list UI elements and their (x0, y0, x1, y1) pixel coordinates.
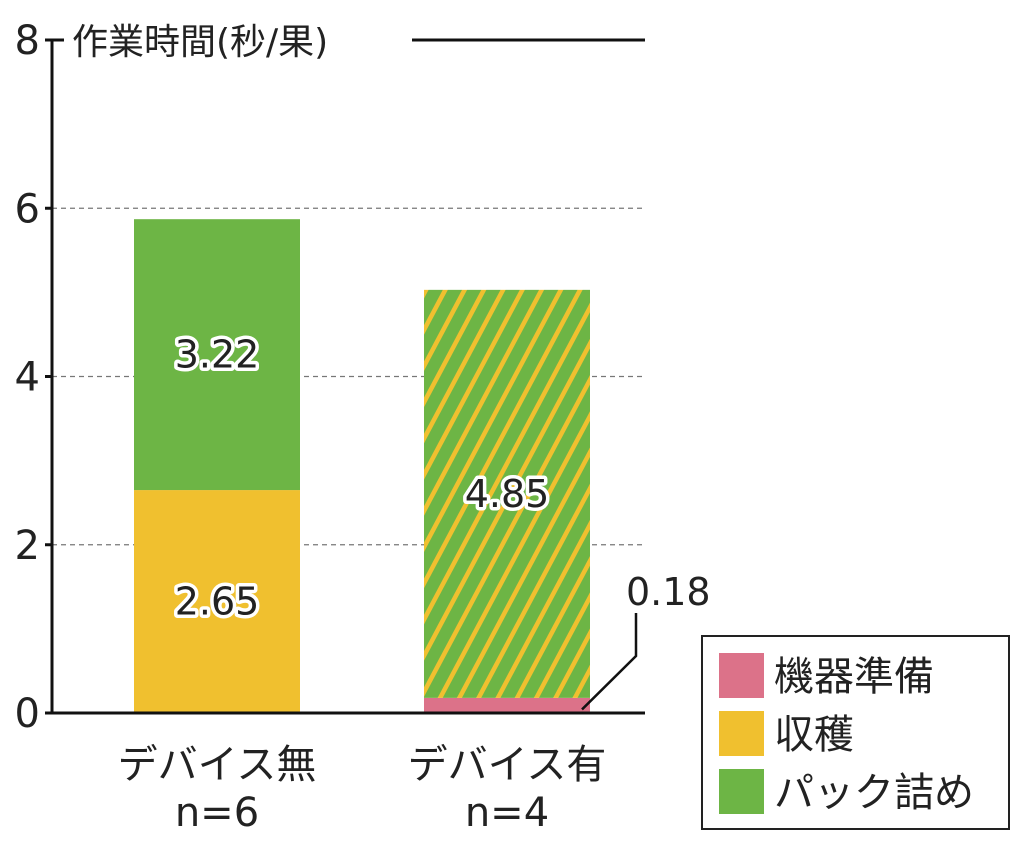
value-labels: 2.65 3.22 0.18 4.85 (171, 329, 711, 711)
y-tick-label-6: 6 (15, 186, 40, 232)
legend-label-packing: パック詰め (774, 770, 974, 816)
category-label-no-device: デバイス無 (118, 742, 317, 788)
chart-title: 作業時間(秒/果) (72, 22, 328, 63)
legend-swatch-harvest (719, 711, 764, 756)
value-label-no-device-packing: 3.22 (175, 333, 260, 377)
legend-swatch-equipment-prep (719, 653, 764, 698)
bar-with-device-packing (424, 289, 590, 698)
category-sample-size-no-device: n=6 (175, 790, 259, 836)
value-label-no-device-harvest: 2.65 (175, 580, 260, 624)
y-tick-label-0: 0 (15, 691, 40, 737)
legend-label-equipment-prep: 機器準備 (774, 654, 934, 700)
y-tick-label-8: 8 (15, 18, 40, 64)
legend-label-harvest: 収穫 (774, 712, 854, 758)
leader-line-with-device (581, 613, 638, 711)
bar-with-device-equipment-prep (424, 697, 590, 713)
value-label-with-device-packing: 4.85 (465, 472, 550, 516)
bars (134, 219, 590, 713)
y-ticks: 0 2 4 6 8 (15, 18, 52, 737)
category-sample-size-with-device: n=4 (465, 790, 549, 836)
y-tick-label-2: 2 (15, 523, 40, 569)
bar-no-device-packing (134, 219, 300, 491)
y-tick-label-4: 4 (15, 355, 40, 401)
bar-no-device-harvest (134, 490, 300, 713)
legend: 機器準備 収穫 パック詰め (701, 635, 1010, 830)
legend-swatch-packing (719, 769, 764, 814)
value-label-with-device-equipment-prep: 0.18 (626, 570, 711, 614)
category-label-with-device: デバイス有 (408, 742, 607, 788)
